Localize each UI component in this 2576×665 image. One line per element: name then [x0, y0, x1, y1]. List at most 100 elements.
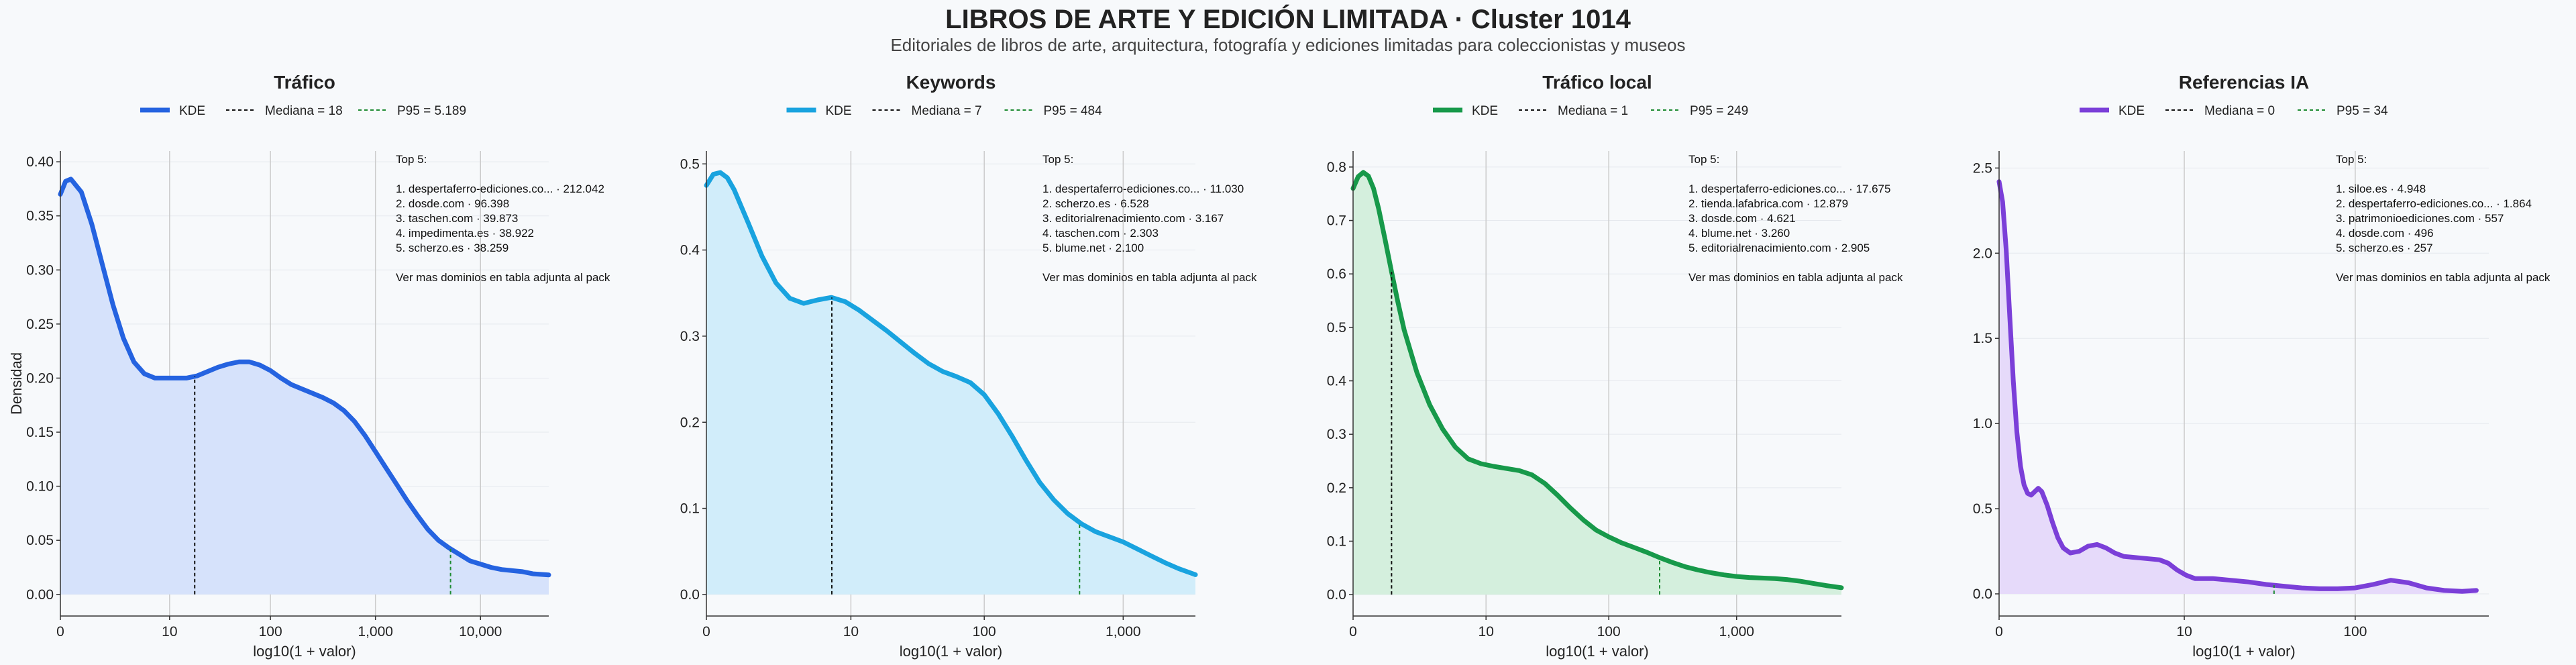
legend-median-label: Mediana = 7	[912, 104, 982, 118]
legend-p95-label: P95 = 484	[1044, 104, 1103, 118]
kde-area	[1999, 181, 2477, 594]
y-tick-label: 0.20	[26, 370, 54, 386]
chart-panel-3: Tráfico local KDE Mediana = 1 P95 = 249 0.0 0…	[1327, 72, 1903, 660]
x-tick-label: 10	[843, 624, 859, 640]
top5-note: Ver mas dominios en tabla adjunta al pac…	[1688, 271, 1903, 284]
x-tick-label: 1,000	[1719, 624, 1754, 640]
y-tick-label: 0.05	[26, 533, 54, 548]
top5-heading: Top 5:	[396, 153, 427, 166]
top5-note: Ver mas dominios en tabla adjunta al pac…	[1042, 271, 1257, 284]
legend-kde-label: KDE	[826, 104, 852, 118]
y-tick-label: 0.10	[26, 479, 54, 495]
legend-median-label: Mediana = 18	[265, 104, 343, 118]
legend-kde-label: KDE	[2118, 104, 2145, 118]
y-tick-label: 0.2	[1327, 480, 1346, 496]
legend: KDE Mediana = 7 P95 = 484	[786, 104, 1103, 118]
top5-annotation: Top 5: 1. despertaferro-ediciones.co... ·…	[396, 153, 610, 284]
y-axis-label: Densidad	[8, 352, 25, 415]
legend-p95-label: P95 = 249	[1690, 104, 1748, 118]
top5-note: Ver mas dominios en tabla adjunta al pac…	[2336, 271, 2551, 284]
top5-annotation: Top 5: 1. despertaferro-ediciones.co... ·…	[1042, 153, 1257, 284]
y-tick-label: 0.00	[26, 587, 54, 603]
y-tick-label: 0.5	[680, 156, 700, 172]
top5-item: 2. dosde.com · 96.398	[396, 197, 509, 210]
chart-panel-2: Keywords KDE Mediana = 7 P95 = 484 0.0 0.1 0.2…	[680, 72, 1257, 660]
y-tick-label: 0.0	[1973, 586, 1992, 602]
x-tick-label: 1,000	[358, 624, 393, 640]
x-axis-label: log10(1 + valor)	[253, 643, 356, 660]
chart-title: LIBROS DE ARTE Y EDICIÓN LIMITADA · Clus…	[945, 3, 1631, 34]
panel-title: Referencias IA	[2179, 72, 2310, 93]
y-tick-label: 0.6	[1327, 266, 1346, 282]
y-tick-label: 0.2	[680, 415, 700, 430]
x-axis-label: log10(1 + valor)	[900, 643, 1002, 660]
legend: KDE Mediana = 0 P95 = 34	[2080, 104, 2388, 118]
y-tick-label: 0.3	[1327, 427, 1346, 442]
panel-title: Tráfico	[274, 72, 335, 93]
top5-item: 3. patrimonioediciones.com · 557	[2336, 212, 2504, 225]
x-tick-label: 1,000	[1106, 624, 1141, 640]
y-tick-label: 0.15	[26, 425, 54, 440]
y-tick-label: 2.5	[1973, 160, 1992, 176]
y-tick-label: 0.1	[1327, 533, 1346, 549]
top5-heading: Top 5:	[1042, 153, 1073, 166]
top5-annotation: Top 5: 1. siloe.es · 4.948 2. despertaferr…	[2336, 153, 2551, 284]
top5-item: 5. scherzo.es · 257	[2336, 242, 2433, 254]
panel-title: Tráfico local	[1542, 72, 1652, 93]
x-tick-label: 10	[1479, 624, 1494, 640]
x-tick-label: 100	[259, 624, 282, 640]
legend-kde-label: KDE	[179, 104, 205, 118]
top5-item: 1. despertaferro-ediciones.co... · 212.0…	[396, 183, 604, 195]
top5-item: 4. impedimenta.es · 38.922	[396, 227, 534, 240]
top5-item: 1. despertaferro-ediciones.co... · 17.67…	[1688, 183, 1890, 195]
top5-heading: Top 5:	[2336, 153, 2367, 166]
y-tick-label: 1.0	[1973, 416, 1992, 431]
y-tick-label: 0.8	[1327, 160, 1346, 175]
legend-median-label: Mediana = 0	[2204, 104, 2275, 118]
top5-item: 3. dosde.com · 4.621	[1688, 212, 1796, 225]
panel-title: Keywords	[906, 72, 996, 93]
legend-p95-label: P95 = 5.189	[397, 104, 466, 118]
y-tick-label: 0.7	[1327, 213, 1346, 229]
y-tick-label: 0.40	[26, 154, 54, 170]
top5-item: 5. scherzo.es · 38.259	[396, 242, 508, 254]
top5-item: 4. taschen.com · 2.303	[1042, 227, 1159, 240]
top5-annotation: Top 5: 1. despertaferro-ediciones.co... ·…	[1688, 153, 1903, 284]
y-tick-label: 0.3	[680, 329, 700, 344]
y-tick-label: 0.4	[1327, 374, 1347, 389]
chart-panel-4: Referencias IA KDE Mediana = 0 P95 = 34 0.0 0…	[1973, 72, 2551, 660]
x-axis-label: log10(1 + valor)	[1546, 643, 1648, 660]
top5-item: 3. taschen.com · 39.873	[396, 212, 518, 225]
kde-area	[706, 172, 1195, 595]
y-tick-label: 1.5	[1973, 331, 1992, 346]
x-tick-label: 100	[1597, 624, 1621, 640]
x-tick-label: 10	[162, 624, 177, 640]
x-tick-label: 0	[1995, 624, 2003, 640]
top5-item: 2. scherzo.es · 6.528	[1042, 197, 1149, 210]
x-tick-label: 100	[2343, 624, 2367, 640]
x-tick-label: 0	[56, 624, 64, 640]
kde-area	[60, 178, 549, 595]
legend: KDE Mediana = 18 P95 = 5.189	[140, 104, 466, 118]
x-tick-label: 100	[973, 624, 996, 640]
y-tick-label: 0.5	[1973, 501, 1992, 517]
legend: KDE Mediana = 1 P95 = 249	[1433, 104, 1748, 118]
kde-line	[58, 176, 551, 578]
chart-panel-1: Tráfico KDE Mediana = 18 P95 = 5.189 0.00 0.0…	[8, 72, 610, 660]
y-tick-label: 0.30	[26, 262, 54, 278]
y-tick-label: 0.1	[680, 501, 700, 517]
top5-item: 3. editorialrenacimiento.com · 3.167	[1042, 212, 1224, 225]
top5-item: 5. blume.net · 2.100	[1042, 242, 1144, 254]
kde-area	[1353, 172, 1841, 595]
y-tick-label: 0.0	[1327, 587, 1346, 603]
x-tick-label: 0	[702, 624, 710, 640]
top5-item: 2. despertaferro-ediciones.co... · 1.864	[2336, 197, 2532, 210]
top5-item: 4. blume.net · 3.260	[1688, 227, 1790, 240]
top5-item: 1. despertaferro-ediciones.co... · 11.03…	[1042, 183, 1244, 195]
legend-p95-label: P95 = 34	[2337, 104, 2388, 118]
y-tick-label: 2.0	[1973, 246, 1992, 261]
y-tick-label: 0.35	[26, 209, 54, 224]
y-tick-label: 0.0	[680, 587, 700, 603]
